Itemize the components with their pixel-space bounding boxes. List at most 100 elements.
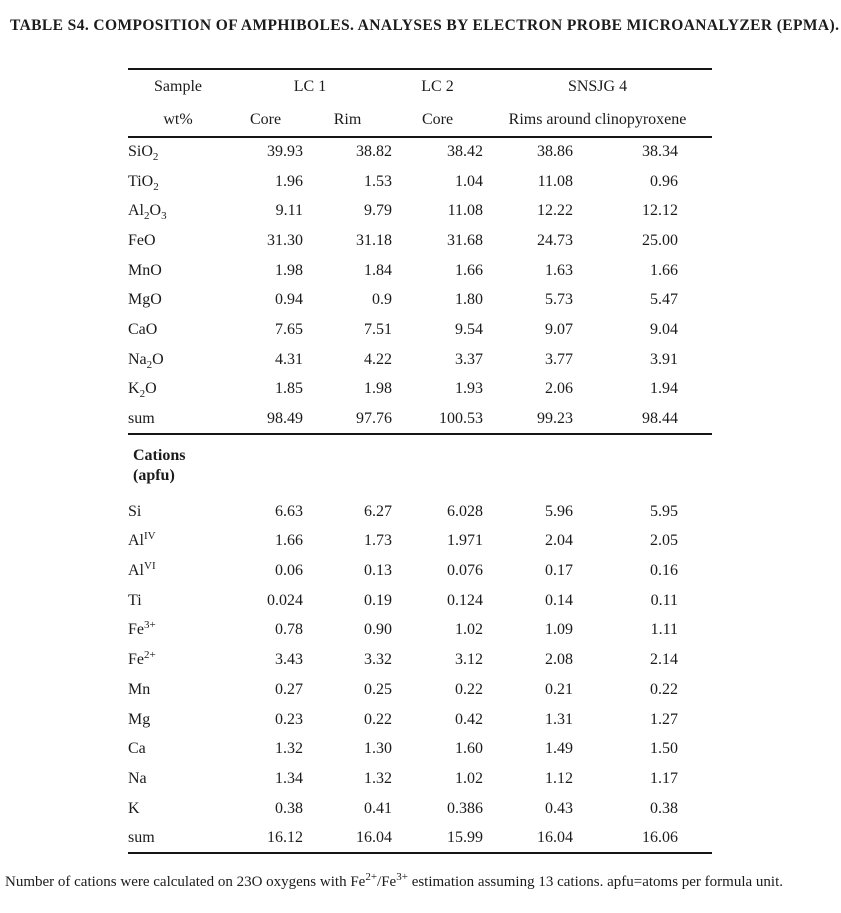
table-body: SiO2 39.93 38.82 38.42 38.86 38.34 TiO2 1.96 1.5… xyxy=(128,137,713,853)
table-row: sum 16.12 16.04 15.99 16.04 16.06 xyxy=(128,823,712,853)
value-cell: 1.31 xyxy=(545,710,574,728)
value-cell: 0.22 xyxy=(650,680,679,698)
value-cell: 5.95 xyxy=(650,502,679,520)
header-row: wt% Core Rim Core Rims around clinopyroxene xyxy=(128,103,713,138)
header-cell-lc-1: LC 1 xyxy=(293,77,327,95)
value-cell: 1.60 xyxy=(455,740,484,758)
row-label: Na xyxy=(128,769,147,787)
value-cell: 6.63 xyxy=(275,502,303,520)
value-cell: 1.66 xyxy=(455,261,484,279)
value-cell: 99.23 xyxy=(537,409,574,427)
table-row: MgO 0.94 0.9 1.80 5.73 5.47 xyxy=(128,285,712,315)
value-cell: 1.53 xyxy=(364,172,393,190)
value-cell: 38.42 xyxy=(447,143,484,161)
subscript: 2 xyxy=(144,210,150,223)
table-row: Si 6.63 6.27 6.028 5.96 5.95 xyxy=(128,497,712,527)
section-heading-row-cations-apfu: Cations (apfu) xyxy=(128,432,713,497)
subscript: 2 xyxy=(139,388,146,401)
section-heading: Cations (apfu) xyxy=(128,432,713,497)
value-cell: 1.73 xyxy=(364,532,393,550)
row-label: K2O xyxy=(128,380,157,401)
value-cell: 1.34 xyxy=(275,769,303,787)
row-label: Na2O xyxy=(128,350,164,371)
value-cell: 3.43 xyxy=(275,651,303,669)
value-cell: 1.85 xyxy=(275,380,303,398)
value-cell: 100.53 xyxy=(439,409,484,427)
superscript: 3+ xyxy=(396,871,408,883)
value-cell: 5.73 xyxy=(545,291,574,309)
superscript: VI xyxy=(144,560,156,573)
value-cell: 0.38 xyxy=(650,799,679,817)
row-label: sum xyxy=(128,409,155,427)
superscript: 2+ xyxy=(365,871,378,883)
value-cell: 3.32 xyxy=(364,651,393,669)
table-row: TiO2 1.96 1.53 1.04 11.08 0.96 xyxy=(128,167,712,197)
value-cell: 0.94 xyxy=(275,291,303,309)
value-cell: 0.38 xyxy=(275,799,303,817)
value-cell: 1.27 xyxy=(650,710,679,728)
table-row: Ca 1.32 1.30 1.60 1.49 1.50 xyxy=(128,734,712,764)
subscript: 2 xyxy=(152,151,159,164)
value-cell: 4.31 xyxy=(275,350,303,368)
subscript: 2 xyxy=(146,358,153,371)
value-cell: 1.32 xyxy=(364,769,393,787)
value-cell: 1.98 xyxy=(364,380,393,398)
value-cell: 0.13 xyxy=(364,562,393,580)
composition-table: Sample LC 1 LC 2 SNSJG 4 wt% Core Rim Core Rims … xyxy=(128,68,713,855)
header-cell-sample: Sample xyxy=(154,77,202,95)
value-cell: 38.34 xyxy=(642,143,679,161)
table-row: MnO 1.98 1.84 1.66 1.63 1.66 xyxy=(128,256,712,286)
value-cell: 0.96 xyxy=(650,172,679,190)
row-label: AlIV xyxy=(128,530,156,550)
value-cell: 12.12 xyxy=(642,202,679,220)
row-label: Mg xyxy=(128,710,151,728)
value-cell: 7.51 xyxy=(364,320,393,338)
value-cell: 1.02 xyxy=(455,769,484,787)
value-cell: 0.14 xyxy=(545,591,574,609)
value-cell: 24.73 xyxy=(537,231,574,249)
value-cell: 1.50 xyxy=(650,740,679,758)
table-row: Fe2+ 3.43 3.32 3.12 2.08 2.14 xyxy=(128,645,712,675)
row-label: Ti xyxy=(128,591,142,609)
value-cell: 0.25 xyxy=(364,680,393,698)
value-cell: 0.386 xyxy=(447,799,484,817)
value-cell: 1.971 xyxy=(447,532,484,550)
value-cell: 0.42 xyxy=(455,710,484,728)
value-cell: 9.79 xyxy=(364,202,393,220)
value-cell: 0.43 xyxy=(545,799,574,817)
value-cell: 0.024 xyxy=(267,591,303,609)
value-cell: 0.23 xyxy=(275,710,303,728)
value-cell: 5.47 xyxy=(650,291,679,309)
row-label: AlVI xyxy=(128,560,156,580)
subscript: 3 xyxy=(161,210,167,223)
table-row: Na2O 4.31 4.22 3.37 3.77 3.91 xyxy=(128,345,712,375)
value-cell: 9.11 xyxy=(275,202,303,220)
table-row: FeO 31.30 31.18 31.68 24.73 25.00 xyxy=(128,226,712,256)
value-cell: 38.86 xyxy=(537,143,574,161)
value-cell: 2.05 xyxy=(650,532,679,550)
value-cell: 1.66 xyxy=(275,532,303,550)
value-cell: 9.04 xyxy=(650,320,679,338)
header-cell-snsjg-4: SNSJG 4 xyxy=(567,77,628,95)
value-cell: 1.66 xyxy=(650,261,679,279)
value-cell: 0.06 xyxy=(275,562,303,580)
row-label: Ca xyxy=(128,740,146,758)
header-cell-core: Core xyxy=(392,103,484,138)
value-cell: 1.32 xyxy=(275,740,303,758)
value-cell: 2.06 xyxy=(545,380,574,398)
value-cell: 0.19 xyxy=(364,591,393,609)
row-label: TiO2 xyxy=(128,172,159,193)
table-row: CaO 7.65 7.51 9.54 9.07 9.04 xyxy=(128,315,712,345)
value-cell: 3.12 xyxy=(455,651,484,669)
row-label: MgO xyxy=(128,291,162,309)
value-cell: 2.08 xyxy=(545,651,574,669)
table-header: Sample LC 1 LC 2 SNSJG 4 wt% Core Rim Core Rims … xyxy=(128,69,713,138)
value-cell: 6.028 xyxy=(447,502,484,520)
value-cell: 4.22 xyxy=(364,350,393,368)
superscript: 3+ xyxy=(144,619,156,632)
value-cell: 7.65 xyxy=(275,320,303,338)
value-cell: 2.04 xyxy=(545,532,574,550)
row-label: Al2O3 xyxy=(128,202,167,223)
value-cell: 3.37 xyxy=(455,350,484,368)
value-cell: 1.63 xyxy=(545,261,574,279)
